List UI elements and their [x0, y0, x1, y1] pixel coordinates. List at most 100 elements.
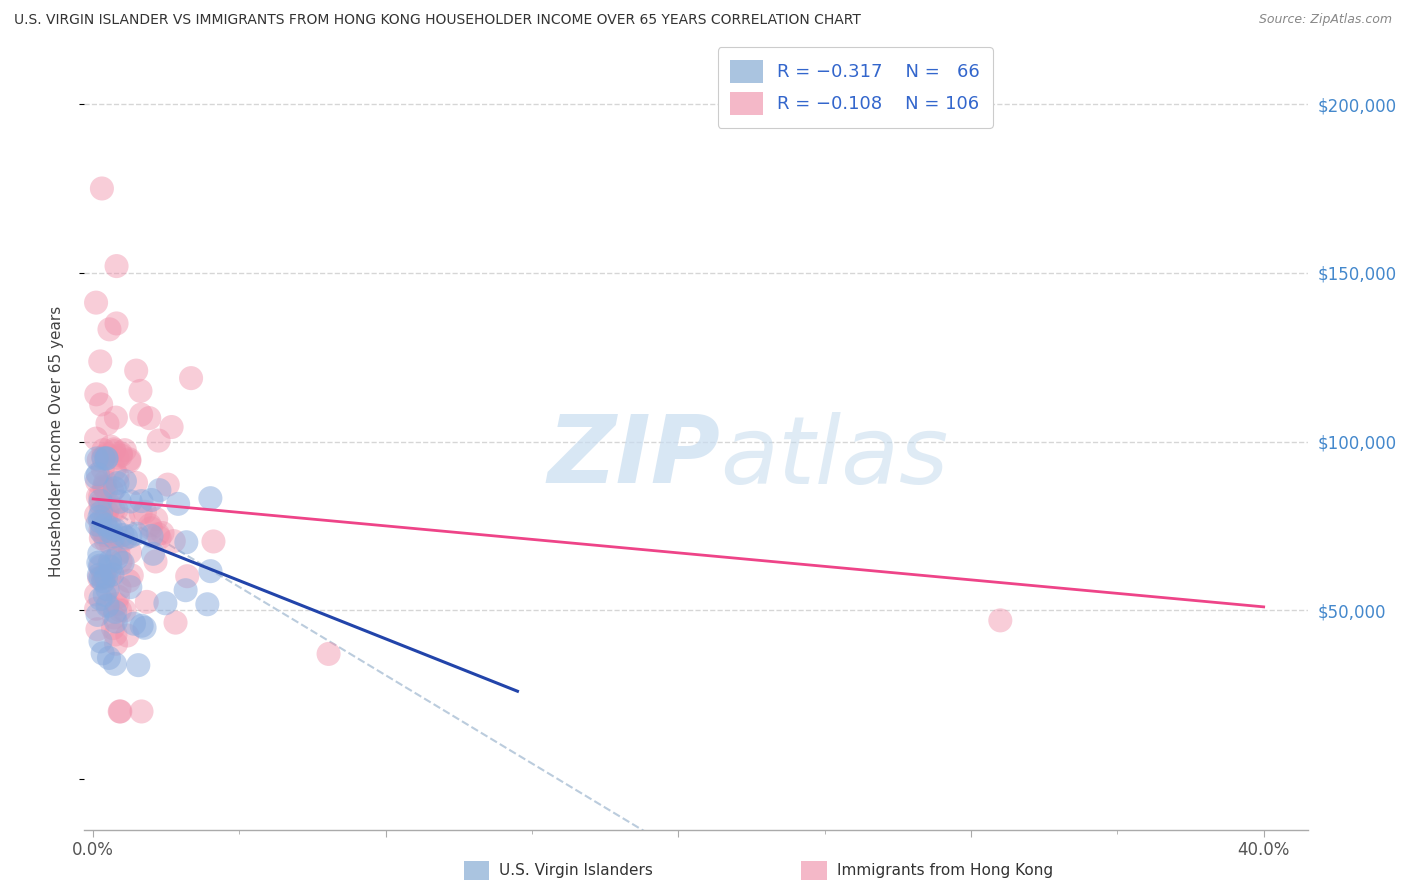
Point — [118, 454, 141, 468]
Point — [114, 603, 136, 617]
Point — [108, 603, 131, 617]
Point — [103, 444, 125, 458]
Point — [104, 615, 127, 629]
Point — [120, 580, 142, 594]
Point — [100, 521, 122, 535]
Point — [118, 452, 141, 467]
Point — [104, 605, 127, 619]
Point — [89, 523, 111, 537]
Point — [105, 503, 128, 517]
Point — [114, 443, 136, 458]
Point — [86, 475, 108, 489]
Point — [160, 420, 183, 434]
Point — [89, 571, 111, 585]
Point — [98, 651, 121, 665]
Point — [89, 515, 111, 529]
Point — [108, 705, 131, 719]
Point — [94, 511, 117, 525]
Point — [176, 569, 198, 583]
Point — [141, 529, 163, 543]
Point — [90, 531, 112, 545]
Point — [86, 607, 108, 622]
Point — [202, 534, 225, 549]
Point — [110, 705, 132, 719]
Point — [108, 494, 131, 508]
Point — [101, 621, 124, 635]
Point — [103, 442, 125, 457]
Point — [117, 574, 139, 588]
Point — [129, 408, 152, 422]
Point — [200, 564, 222, 578]
Point — [101, 567, 124, 582]
Point — [145, 554, 167, 568]
Point — [112, 512, 135, 526]
Point — [148, 531, 170, 545]
Point — [139, 521, 162, 535]
Point — [84, 387, 107, 401]
Point — [125, 363, 148, 377]
Point — [125, 475, 148, 490]
Point — [94, 483, 117, 497]
Point — [127, 658, 149, 673]
Point — [93, 481, 115, 495]
Point — [84, 432, 107, 446]
Point — [90, 505, 112, 519]
Point — [104, 523, 127, 537]
Point — [91, 462, 114, 476]
Point — [142, 547, 165, 561]
Point — [107, 590, 129, 604]
Point — [103, 502, 125, 516]
Point — [141, 493, 163, 508]
Point — [110, 449, 132, 463]
Point — [100, 537, 122, 551]
Point — [105, 317, 128, 331]
Point — [100, 440, 122, 454]
Point — [105, 551, 128, 566]
Point — [93, 569, 115, 583]
Point — [91, 574, 114, 589]
Point — [134, 621, 156, 635]
Point — [163, 534, 186, 549]
Point — [93, 443, 115, 458]
Point — [988, 613, 1011, 627]
Point — [121, 568, 143, 582]
Point — [110, 446, 132, 460]
Point — [107, 547, 129, 561]
Point — [96, 599, 118, 613]
Point — [318, 647, 340, 661]
Point — [89, 547, 111, 561]
Point — [155, 596, 177, 610]
Point — [104, 657, 127, 671]
Point — [107, 476, 129, 491]
Point — [174, 583, 197, 598]
Point — [195, 597, 218, 611]
Point — [90, 525, 112, 540]
Point — [125, 526, 148, 541]
Point — [134, 505, 156, 519]
Point — [138, 411, 160, 425]
Point — [131, 494, 153, 508]
Point — [107, 450, 129, 465]
Point — [96, 505, 118, 519]
Point — [90, 560, 112, 574]
Point — [135, 595, 157, 609]
Point — [86, 451, 108, 466]
Point — [131, 618, 153, 632]
Point — [96, 451, 118, 466]
Point — [89, 571, 111, 585]
Point — [117, 628, 139, 642]
Point — [89, 558, 111, 573]
Point — [89, 509, 111, 524]
Point — [105, 469, 128, 483]
Point — [86, 517, 108, 532]
Point — [97, 558, 120, 573]
Point — [129, 506, 152, 520]
Text: Immigrants from Hong Kong: Immigrants from Hong Kong — [837, 863, 1053, 878]
Point — [180, 371, 202, 385]
Point — [87, 453, 110, 467]
Point — [93, 451, 115, 466]
Point — [111, 528, 134, 542]
Point — [89, 497, 111, 511]
Point — [84, 587, 107, 601]
Point — [115, 531, 138, 545]
